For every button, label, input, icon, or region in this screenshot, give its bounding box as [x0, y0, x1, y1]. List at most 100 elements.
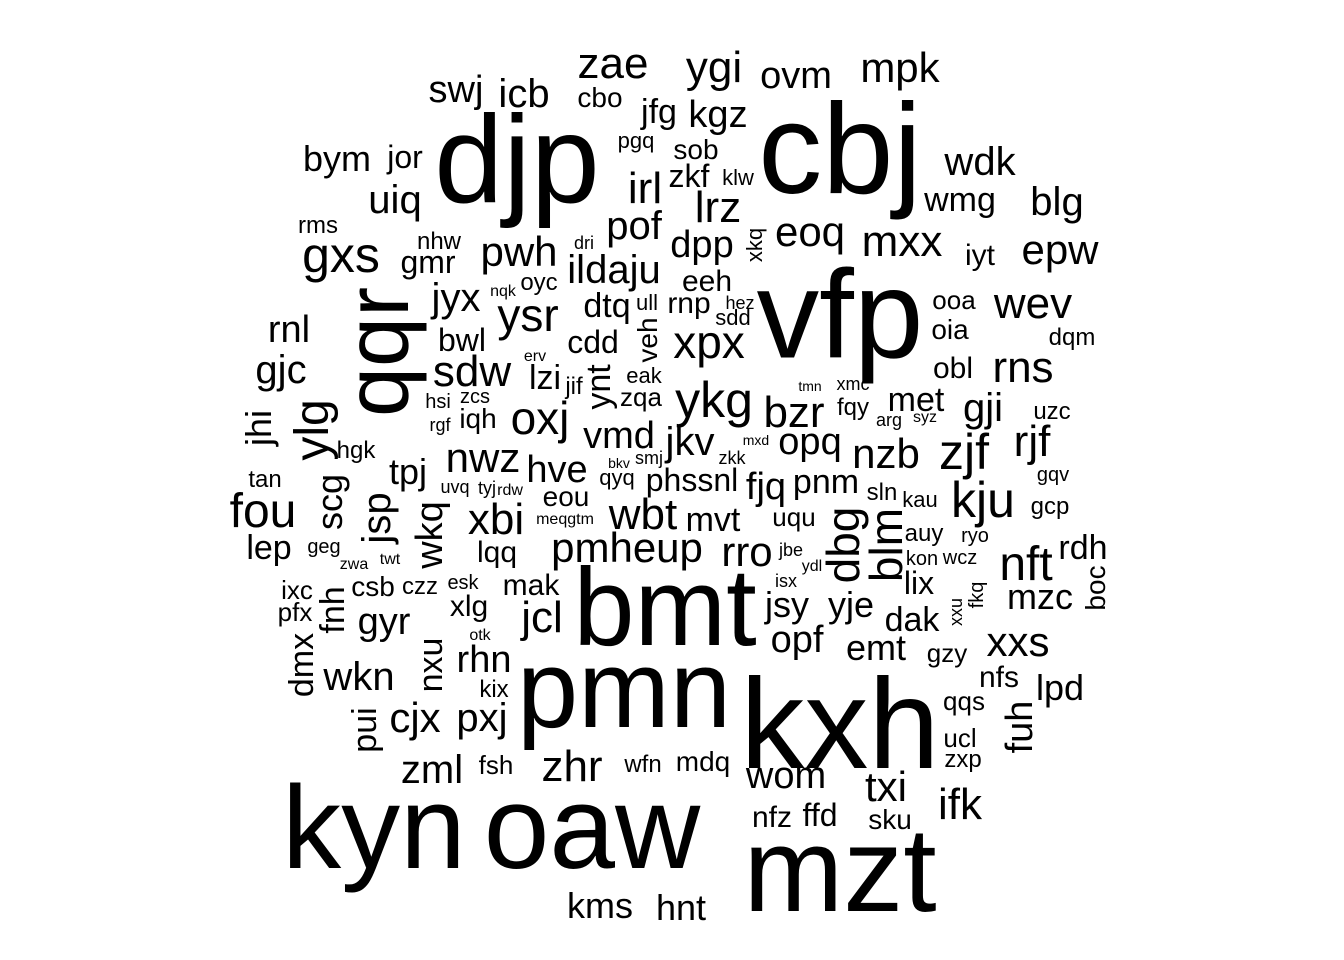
word-nxu: nxu	[412, 637, 450, 693]
word-tan: tan	[248, 466, 282, 493]
word-dak: dak	[884, 601, 940, 639]
word-jcl: jcl	[521, 593, 563, 642]
word-cbj: cbj	[758, 78, 922, 221]
word-sln: sln	[866, 479, 898, 506]
word-dpp: dpp	[670, 224, 734, 266]
word-ykg: ykg	[675, 372, 753, 428]
word-fqy: fqy	[836, 394, 870, 421]
word-icb: icb	[498, 72, 550, 116]
word-jsp: jsp	[355, 492, 399, 544]
word-qyq: qyq	[599, 465, 635, 490]
word-fsh: fsh	[478, 750, 514, 780]
word-rms: rms	[298, 212, 338, 239]
word-zml: zml	[400, 748, 464, 792]
word-txi: txi	[865, 763, 907, 810]
word-kju: kju	[951, 472, 1015, 528]
word-twt: twt	[379, 551, 401, 568]
word-dtq: dtq	[583, 287, 631, 325]
word-sdw: sdw	[432, 347, 512, 396]
word-eoq: eoq	[774, 208, 846, 255]
word-bwl: bwl	[437, 322, 487, 358]
word-ifk: ifk	[938, 780, 982, 829]
word-xbi: xbi	[467, 495, 525, 544]
word-isx: isx	[775, 571, 797, 591]
word-nfs: nfs	[978, 661, 1020, 694]
word-hsi: hsi	[425, 391, 451, 413]
word-pof: pof	[606, 204, 662, 248]
word-xmc: xmc	[836, 374, 870, 394]
word-kyn: kyn	[282, 762, 466, 894]
word-zqa: zqa	[620, 382, 662, 412]
word-gzy: gzy	[926, 638, 968, 668]
word-wdk: wdk	[944, 140, 1016, 184]
word-wcz: wcz	[942, 547, 978, 569]
word-erv: erv	[523, 348, 547, 365]
word-cjx: cjx	[389, 694, 441, 741]
word-hez: hez	[725, 293, 755, 313]
word-uzc: uzc	[1033, 398, 1071, 425]
word-lix: lix	[903, 565, 935, 601]
word-rro: rro	[721, 528, 773, 575]
word-oxj: oxj	[510, 392, 570, 444]
word-jhi: jhi	[238, 409, 279, 447]
word-smj: smj	[635, 448, 663, 468]
word-cbo: cbo	[577, 82, 623, 113]
word-dmx: dmx	[283, 632, 321, 698]
word-bzr: bzr	[763, 388, 825, 437]
word-scg: scg	[309, 473, 350, 531]
word-ffd: ffd	[802, 797, 838, 833]
word-czz: czz	[402, 573, 438, 600]
word-yje: yje	[827, 584, 875, 625]
word-geg: geg	[307, 536, 341, 558]
word-blm: blm	[860, 507, 912, 583]
word-mak: mak	[502, 569, 560, 602]
word-pmn: pmn	[517, 628, 731, 751]
word-oaw: oaw	[483, 762, 701, 894]
word-djp: djp	[434, 91, 600, 229]
word-lqq: lqq	[476, 536, 518, 569]
word-wbt: wbt	[608, 490, 678, 539]
word-wom: wom	[745, 755, 827, 797]
word-pnm: pnm	[792, 463, 860, 501]
word-wmg: wmg	[924, 181, 996, 219]
word-lpd: lpd	[1035, 667, 1085, 708]
word-eou: eou	[542, 481, 590, 512]
word-ylg: ylg	[286, 399, 339, 461]
word-xpx: xpx	[673, 316, 745, 368]
word-jkv: jkv	[665, 420, 715, 464]
word-eak: eak	[626, 363, 662, 388]
word-emt: emt	[845, 627, 907, 668]
word-ooa: ooa	[932, 285, 976, 315]
word-sdd: sdd	[715, 305, 751, 330]
word-cdd: cdd	[567, 324, 619, 360]
word-fuh: fuh	[999, 700, 1041, 754]
word-mzt: mzt	[743, 803, 937, 937]
word-lzi: lzi	[528, 359, 562, 397]
word-epw: epw	[1021, 226, 1099, 273]
word-wkn: wkn	[323, 655, 395, 699]
word-mvt: mvt	[685, 501, 741, 539]
word-fjq: fjq	[745, 466, 787, 508]
word-ynt: ynt	[580, 364, 618, 410]
word-tmn: tmn	[798, 378, 822, 394]
word-obl: obl	[932, 352, 974, 385]
word-zkf: zkf	[668, 158, 710, 194]
word-syz: syz	[913, 409, 937, 426]
word-iqh: iqh	[459, 403, 497, 434]
word-otk: otk	[469, 627, 491, 644]
word-nhw: nhw	[416, 228, 462, 255]
word-rdh: rdh	[1058, 529, 1108, 567]
word-rnp: rnp	[667, 287, 711, 320]
word-ysr: ysr	[497, 289, 559, 341]
word-mzc: mzc	[1007, 576, 1073, 617]
word-gxs: gxs	[302, 227, 380, 283]
word-zhr: zhr	[541, 742, 603, 791]
word-qqr: qqr	[328, 286, 428, 418]
word-xlg: xlg	[449, 590, 489, 623]
word-gqv: gqv	[1036, 464, 1070, 486]
word-bmt: bmt	[573, 546, 757, 669]
word-pgq: pgq	[617, 128, 655, 153]
word-vfp: vfp	[756, 245, 924, 385]
word-opf: opf	[770, 619, 824, 661]
word-jbe: jbe	[778, 540, 804, 560]
